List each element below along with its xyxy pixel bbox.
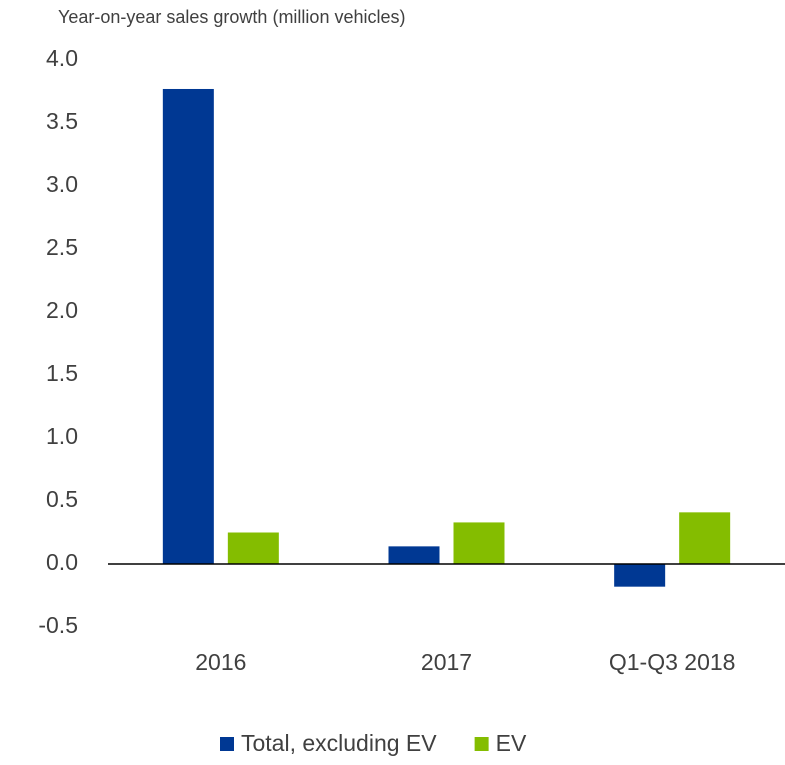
bar: [227, 532, 279, 564]
legend-swatch: [220, 737, 234, 751]
y-tick-label: 4.0: [46, 45, 78, 71]
x-tick-label: Q1-Q3 2018: [609, 649, 736, 675]
y-tick-label: -0.5: [38, 612, 78, 638]
y-axis-label: Year-on-year sales growth (million vehic…: [58, 7, 405, 27]
y-tick-label: 1.0: [46, 423, 78, 449]
y-tick-label: 3.0: [46, 171, 78, 197]
x-tick-label: 2017: [421, 649, 472, 675]
legend-label: Total, excluding EV: [241, 730, 437, 756]
legend-swatch: [474, 737, 489, 751]
bar: [162, 88, 214, 564]
bar: [614, 564, 666, 587]
y-tick-label: 0.0: [46, 549, 78, 575]
y-tick-label: 0.5: [46, 486, 78, 512]
x-tick-label: 2016: [195, 649, 246, 675]
y-tick-label: 1.5: [46, 360, 78, 386]
bar: [679, 512, 731, 564]
y-tick-label: 2.5: [46, 234, 78, 260]
bar: [453, 522, 505, 564]
legend-label: EV: [496, 730, 527, 756]
bar: [388, 546, 440, 564]
y-tick-label: 2.0: [46, 297, 78, 323]
y-tick-label: 3.5: [46, 108, 78, 134]
